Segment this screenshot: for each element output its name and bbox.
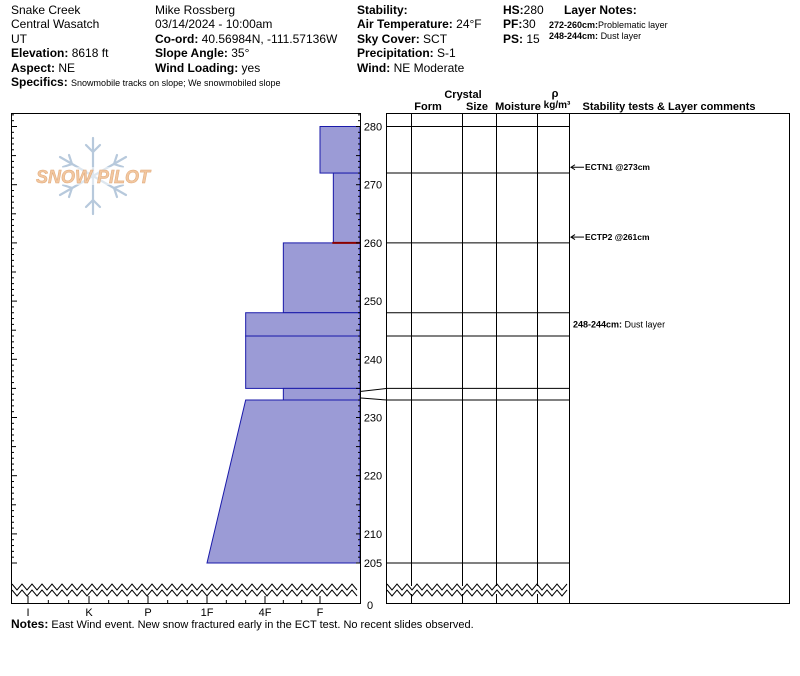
wind: Wind: NE Moderate [357, 61, 465, 75]
hardness-layer [319, 126, 361, 174]
logo-text: SNOW PILOT [36, 167, 152, 187]
depth-tick-label: 205 [364, 558, 382, 570]
hardness-tick-label: 4F [259, 607, 272, 619]
slope-angle: Slope Angle: 35° [155, 46, 250, 60]
layer-boundaries [360, 126, 569, 564]
hardness-layer [282, 387, 361, 401]
hardness-layer [206, 399, 361, 564]
depth-zero-label: 0 [367, 600, 373, 612]
hardness-tick-label: F [317, 607, 324, 619]
hardness-axis: I K P 1F 4F F [26, 596, 324, 619]
hardness-tick-label: K [85, 607, 93, 619]
hardness-profile [206, 126, 361, 564]
depth-tick-label: 230 [364, 413, 382, 425]
header-form: Form [414, 101, 442, 113]
depth-tick-label: 260 [364, 238, 382, 250]
range: Central Wasatch [11, 17, 100, 31]
hardness-tick-label: 1F [201, 607, 214, 619]
hardness-tick-label: P [144, 607, 151, 619]
depth-tick-label: 270 [364, 180, 382, 192]
depth-tick-label: 220 [364, 471, 382, 483]
axis-break-line [11, 589, 358, 597]
header-size: Size [466, 101, 488, 113]
air-temperature: Air Temperature: 24°F [357, 17, 482, 31]
hardness-layer [282, 242, 361, 314]
hardness-layer [332, 172, 361, 244]
stability: Stability: [357, 3, 408, 17]
stability-arrowhead [570, 234, 576, 241]
axis-break-line [11, 583, 358, 591]
hs: HS:280 [503, 3, 544, 17]
axis-break-gap [387, 586, 569, 594]
layer-table-frame [386, 113, 790, 604]
coordinates: Co-ord: 40.56984N, -111.57136W [155, 32, 338, 46]
wind-loading: Wind Loading: yes [155, 61, 261, 75]
header-rho: ρ [552, 88, 559, 100]
stability-comments: ECTN1 @273cm ECTP2 @261cm 248-244cm: Dust … [570, 162, 665, 329]
hardness-layer [245, 335, 361, 389]
layer-comment: 248-244cm: Dust layer [573, 319, 665, 329]
state: UT [11, 32, 27, 46]
depth-tick-label: 240 [364, 354, 382, 366]
layer-notes-label: Layer Notes: [564, 3, 637, 17]
layer-connector [360, 387, 388, 392]
depth-tick-label: 280 [364, 122, 382, 134]
header-density-unit: kg/m³ [544, 100, 571, 111]
snowpilot-logo: SNOW PILOT [33, 136, 153, 216]
aspect: Aspect: NE [11, 61, 76, 75]
specifics: Specifics: Snowmobile tracks on slope; W… [11, 75, 281, 89]
elevation: Elevation: 8618 ft [11, 46, 109, 60]
axis-break-gap [12, 586, 360, 594]
stability-arrowhead [570, 164, 576, 171]
ps: PS: 15 [503, 32, 540, 46]
hardness-layer [245, 312, 361, 337]
column-dividers [411, 113, 570, 604]
layer-note-2: 248-244cm: Dust layer [549, 31, 642, 41]
observer: Mike Rossberg [155, 3, 236, 17]
depth-tick-label: 250 [364, 296, 382, 308]
datetime: 03/14/2024 - 10:00am [155, 17, 273, 31]
header-stability-comments: Stability tests & Layer comments [582, 101, 755, 113]
sky-cover: Sky Cover: SCT [357, 32, 448, 46]
pf: PF:30 [503, 17, 536, 31]
layer-connector [360, 397, 388, 401]
location: Snake Creek [11, 3, 81, 17]
axis-break-line [386, 583, 568, 591]
hardness-plot-frame [11, 113, 361, 604]
layer-note-1: 272-260cm:Problematic layer [549, 20, 668, 30]
notes: Notes: East Wind event. New snow fractur… [11, 617, 474, 631]
precipitation: Precipitation: S-1 [357, 46, 456, 60]
axis-break-line [386, 589, 568, 597]
axis-break [11, 583, 569, 597]
depth-axis: 280 270 260 250 240 230 220 210 205 0 [11, 114, 382, 612]
header-crystal: Crystal [444, 89, 481, 101]
stability-test-label: ECTN1 @273cm [585, 162, 650, 172]
hardness-tick-label: I [26, 607, 29, 619]
stability-test-label: ECTP2 @261cm [585, 232, 650, 242]
header-moisture: Moisture [495, 101, 541, 113]
depth-tick-label: 210 [364, 529, 382, 541]
